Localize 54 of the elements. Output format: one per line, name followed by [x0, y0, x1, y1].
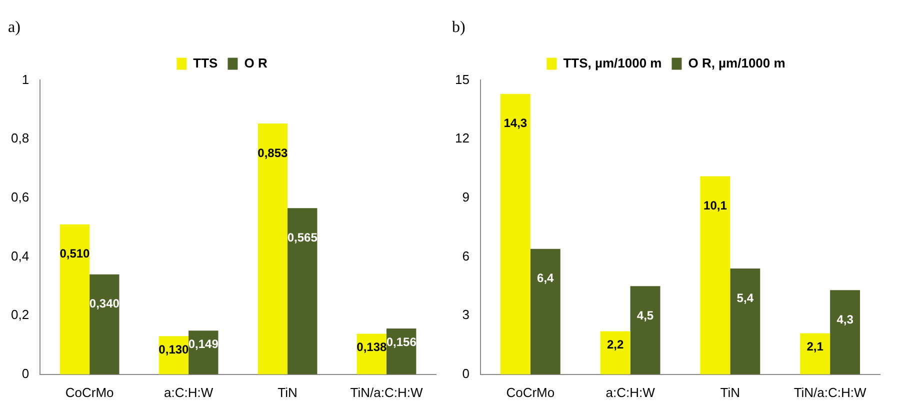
data-label: 6,4	[537, 271, 554, 286]
x-tick-label: CoCrMo	[65, 384, 114, 400]
bar	[830, 290, 860, 374]
y-tick-label: 0,4	[10, 248, 30, 264]
y-tick-label: 0,8	[10, 130, 30, 146]
x-tick-label: a:C:H:W	[164, 384, 214, 400]
bar	[90, 274, 120, 374]
data-label: 0,853	[258, 146, 288, 160]
data-label: 0,138	[356, 340, 387, 354]
data-label: 0,156	[386, 334, 417, 349]
bar	[800, 333, 830, 374]
chart-title: b)	[452, 18, 466, 36]
bar	[500, 94, 530, 374]
bar	[60, 224, 90, 374]
bar	[258, 123, 288, 374]
bar	[600, 331, 630, 374]
legend-label: TTS	[193, 55, 218, 70]
x-tick-label: CoCrMo	[506, 384, 555, 400]
bar	[730, 268, 760, 374]
y-tick-label: 0,2	[10, 307, 30, 322]
data-label: 4,5	[636, 308, 654, 322]
y-tick-label: 15	[454, 72, 470, 87]
data-label: 10,1	[704, 198, 728, 213]
x-tick-label: TiN/a:C:H:W	[350, 384, 424, 400]
legend-label: O R	[244, 55, 268, 70]
legend-label: TTS, µm/1000 m	[563, 55, 662, 70]
y-tick-label: 6	[462, 248, 470, 264]
bar	[288, 208, 318, 374]
y-tick-label: 12	[454, 130, 470, 146]
data-label: 2,1	[806, 340, 824, 354]
y-tick-label: 1	[22, 72, 30, 87]
data-label: 5,4	[736, 290, 754, 305]
chart-title: a)	[8, 18, 20, 36]
data-label: 0,510	[60, 246, 90, 261]
x-tick-label: TiN/a:C:H:W	[794, 384, 868, 400]
x-tick-label: TiN	[278, 384, 298, 400]
data-label: 2,2	[606, 338, 624, 352]
data-label: 14,3	[504, 116, 528, 130]
y-tick-label: 0	[462, 366, 470, 381]
legend-label: O R, µm/1000 m	[688, 55, 786, 70]
data-label: 0,149	[188, 336, 219, 351]
y-tick-label: 0	[22, 366, 30, 381]
y-tick-label: 9	[462, 189, 470, 204]
bar	[530, 248, 560, 374]
bar	[630, 286, 660, 374]
data-label: 0,130	[158, 342, 190, 356]
x-tick-label: TiN	[720, 384, 740, 400]
data-label: 0,565	[287, 230, 318, 244]
y-tick-label: 3	[462, 307, 470, 322]
x-tick-label: a:C:H:W	[606, 384, 656, 400]
bar	[700, 176, 730, 374]
data-label: 4,3	[836, 312, 854, 326]
y-tick-label: 0,6	[10, 189, 30, 204]
data-label: 0,340	[89, 296, 120, 311]
